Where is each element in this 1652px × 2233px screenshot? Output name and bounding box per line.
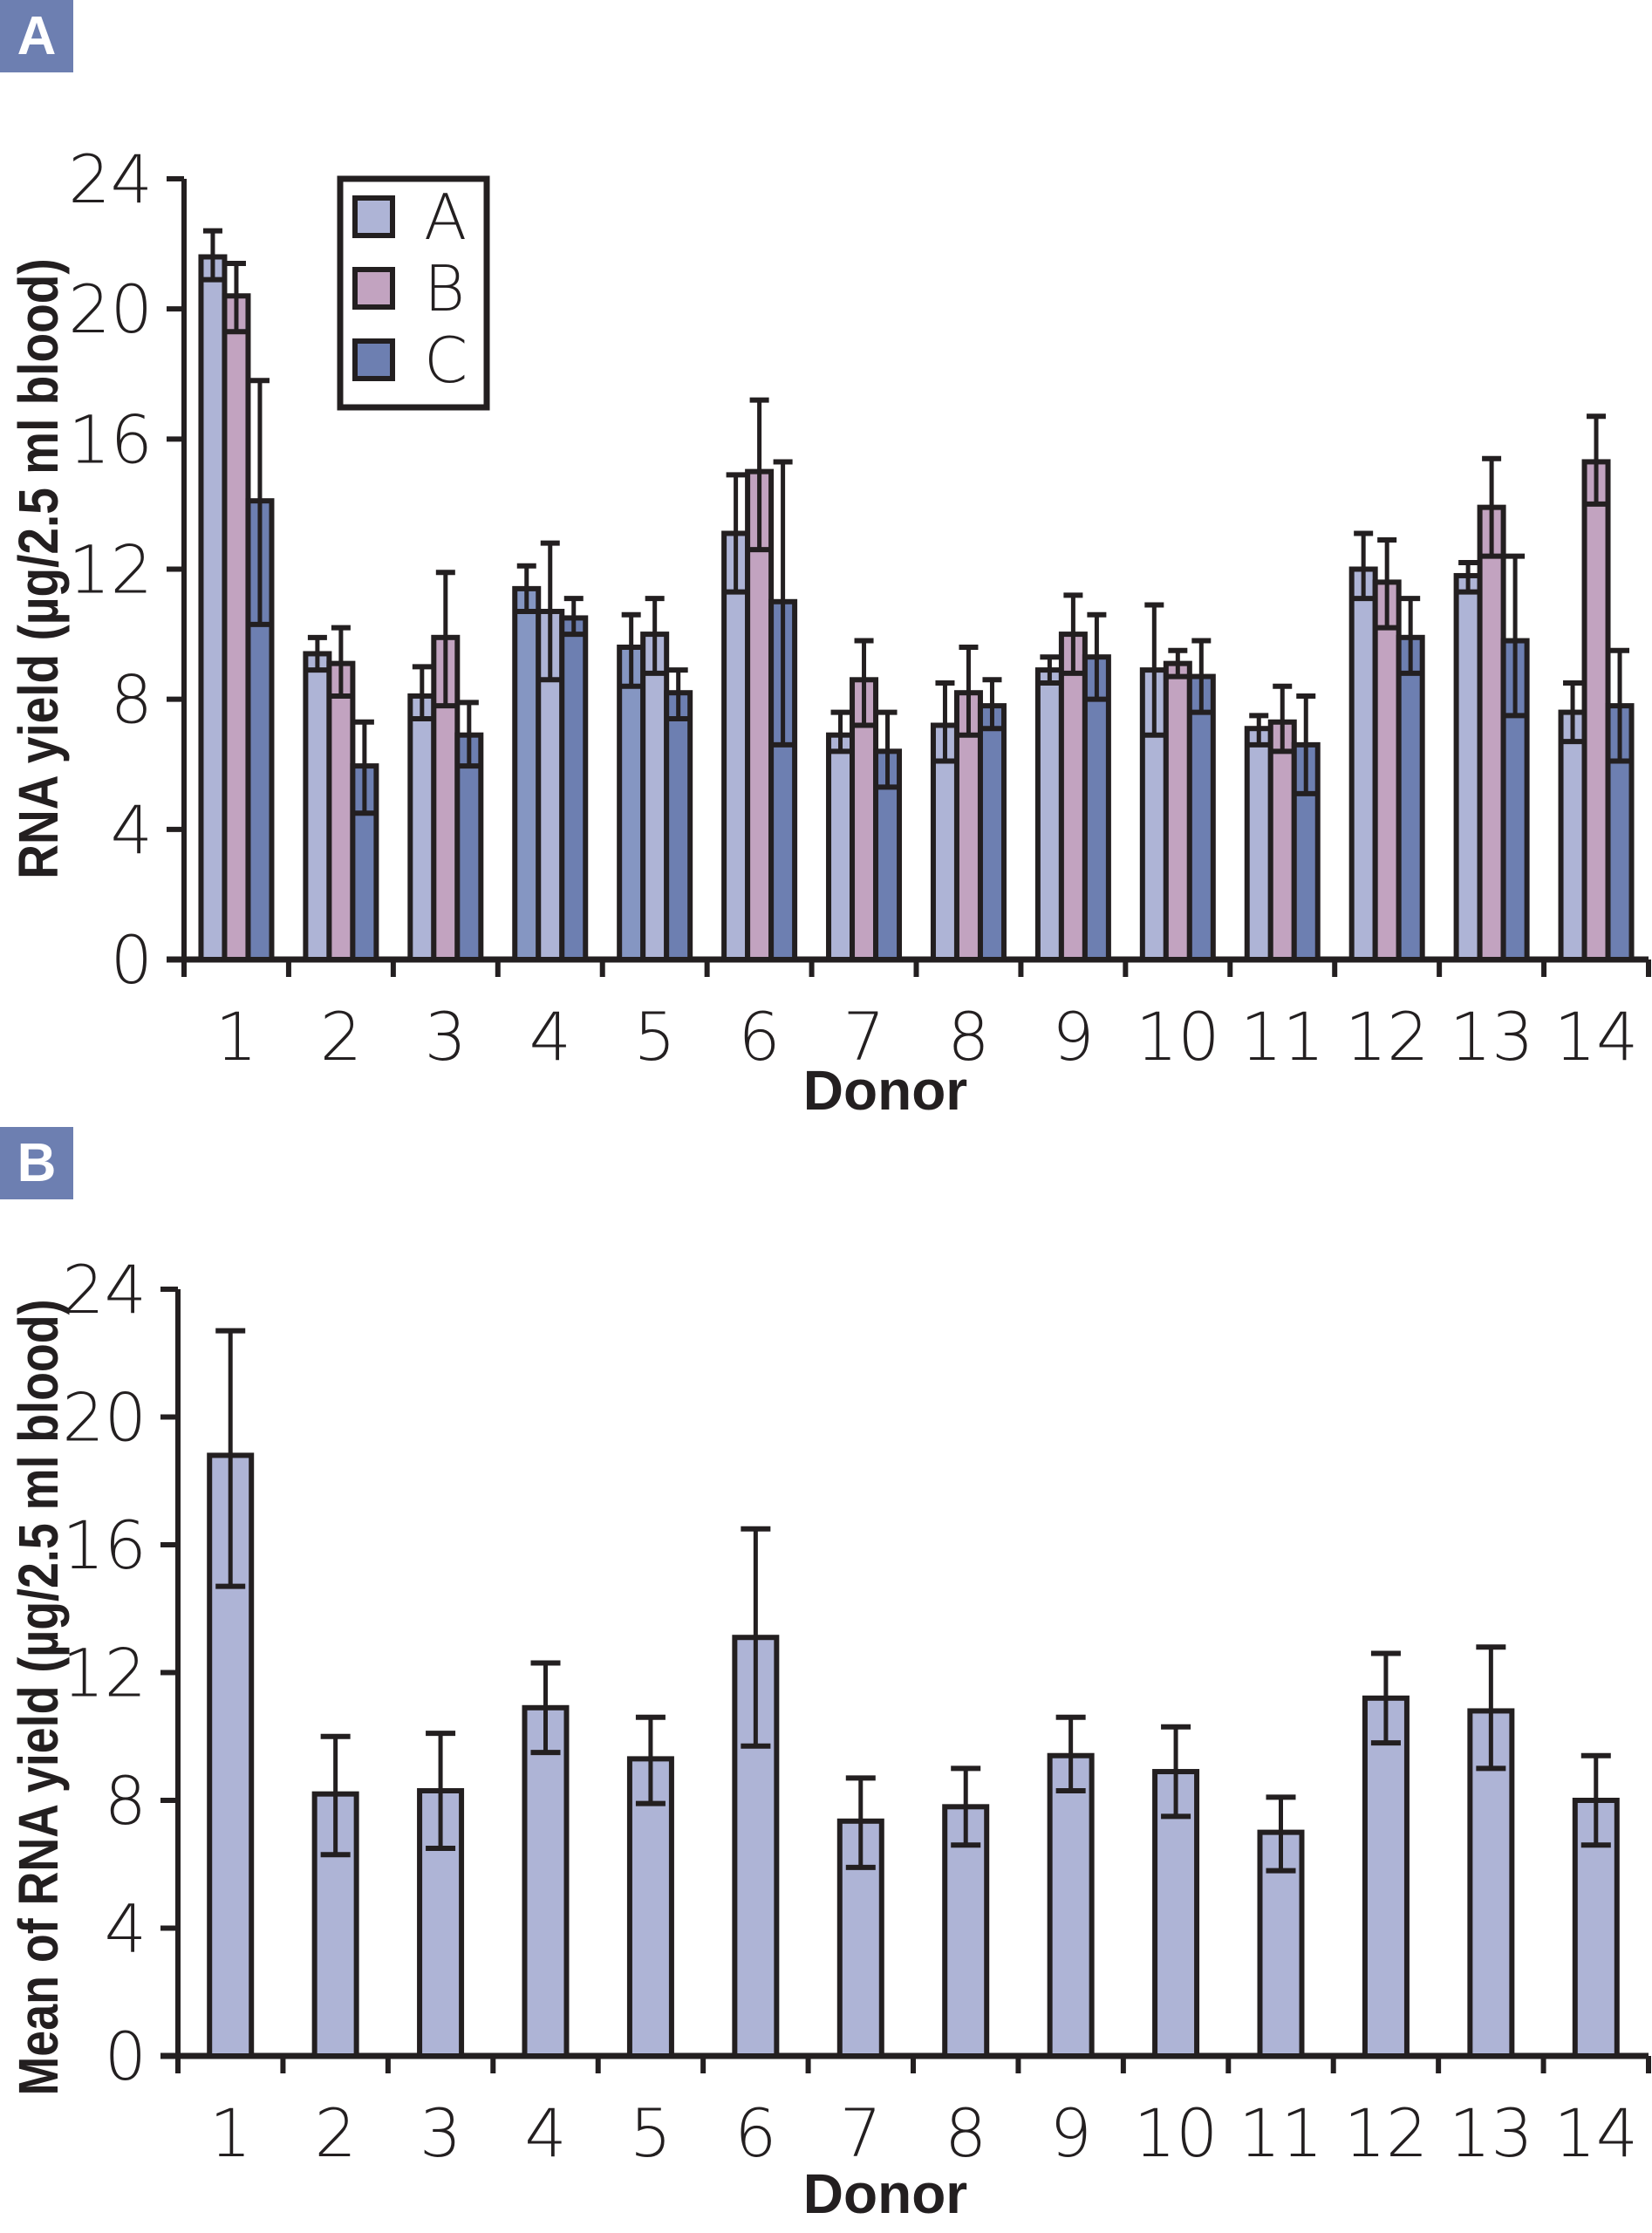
x-tick-label: 14 bbox=[1553, 2094, 1638, 2172]
x-tick-label: 12 bbox=[1345, 998, 1430, 1076]
x-tick-label: 11 bbox=[1240, 998, 1325, 1076]
x-tick-label: 4 bbox=[524, 2094, 566, 2172]
x-tick-label: 4 bbox=[529, 998, 571, 1076]
x-tick-label: 8 bbox=[947, 998, 989, 1076]
x-tick-label: 6 bbox=[738, 998, 780, 1076]
x-tick-label: 11 bbox=[1239, 2094, 1323, 2172]
bar-c-donor-14 bbox=[1605, 703, 1635, 962]
y-tick-label: 20 bbox=[62, 1379, 147, 1457]
bar-mean-donor-4 bbox=[522, 1704, 570, 2059]
x-tick-label: 9 bbox=[1049, 2094, 1091, 2172]
panel-b-badge: B bbox=[0, 1127, 73, 1199]
y-tick-label: 4 bbox=[105, 1890, 147, 1968]
x-tick-label: 13 bbox=[1450, 998, 1534, 1076]
x-tick-label: 8 bbox=[945, 2094, 986, 2172]
x-tick-label: 5 bbox=[630, 2094, 672, 2172]
x-tick-label: 12 bbox=[1344, 2094, 1429, 2172]
x-tick-label: 3 bbox=[425, 998, 467, 1076]
legend-label-c: C bbox=[424, 324, 468, 397]
y-tick-label: 20 bbox=[68, 270, 153, 348]
x-tick-label: 10 bbox=[1136, 998, 1220, 1076]
chart-b-x-axis-title: Donor bbox=[803, 2162, 967, 2225]
bar-mean-donor-12 bbox=[1362, 1695, 1410, 2059]
bar-c-donor-3 bbox=[454, 732, 484, 962]
x-tick-label: 5 bbox=[633, 998, 675, 1076]
x-tick-label: 2 bbox=[320, 998, 362, 1076]
x-tick-label: 13 bbox=[1449, 2094, 1533, 2172]
y-tick-label: 4 bbox=[111, 791, 153, 869]
legend-swatch-a bbox=[352, 195, 395, 238]
bar-mean-donor-8 bbox=[942, 1804, 990, 2059]
bar-b-donor-2 bbox=[326, 660, 356, 962]
bar-c-donor-10 bbox=[1186, 673, 1216, 962]
x-tick-label: 14 bbox=[1554, 998, 1639, 1076]
y-tick-label: 24 bbox=[62, 1251, 147, 1328]
chart-a: RNA yield (µg/2.5 ml blood) Donor 0 4 8 12 1… bbox=[7, 140, 1651, 1122]
bar-mean-donor-9 bbox=[1047, 1752, 1095, 2059]
bar-mean-donor-10 bbox=[1152, 1769, 1200, 2059]
legend-label-b: B bbox=[424, 252, 465, 325]
y-tick-label: 24 bbox=[68, 140, 153, 218]
x-tick-label: 6 bbox=[734, 2094, 776, 2172]
x-tick-label: 10 bbox=[1134, 2094, 1219, 2172]
x-tick-label: 1 bbox=[209, 2094, 251, 2172]
y-tick-label: 12 bbox=[62, 1635, 147, 1712]
y-tick-label: 12 bbox=[68, 531, 153, 609]
chart-a-x-axis-title: Donor bbox=[803, 1059, 967, 1122]
y-tick-label: 8 bbox=[105, 1762, 147, 1840]
chart-a-y-axis-title: RNA yield (µg/2.5 ml blood) bbox=[7, 258, 70, 878]
y-tick-label: 16 bbox=[68, 400, 153, 478]
legend-label-a: A bbox=[424, 181, 467, 254]
y-tick-label: 0 bbox=[111, 921, 153, 999]
chart-b-y-axis-title: Mean of RNA yield (µg/2.5 ml blood) bbox=[7, 1300, 71, 2096]
bar-c-donor-9 bbox=[1082, 654, 1111, 962]
x-tick-label: 7 bbox=[840, 2094, 882, 2172]
y-tick-label: 8 bbox=[111, 661, 153, 739]
panel-a-badge: A bbox=[0, 0, 73, 72]
x-tick-label: 2 bbox=[314, 2094, 356, 2172]
legend-swatch-c bbox=[352, 338, 395, 381]
chart-a-legend: ABC bbox=[337, 175, 490, 411]
x-tick-label: 1 bbox=[215, 998, 257, 1076]
y-tick-label: 16 bbox=[62, 1506, 147, 1584]
x-tick-label: 7 bbox=[843, 998, 884, 1076]
x-tick-label: 9 bbox=[1052, 998, 1094, 1076]
legend-swatch-b bbox=[352, 267, 395, 310]
x-tick-label: 3 bbox=[420, 2094, 461, 2172]
y-tick-label: 0 bbox=[105, 2018, 147, 2095]
bar-c-donor-12 bbox=[1396, 634, 1425, 962]
